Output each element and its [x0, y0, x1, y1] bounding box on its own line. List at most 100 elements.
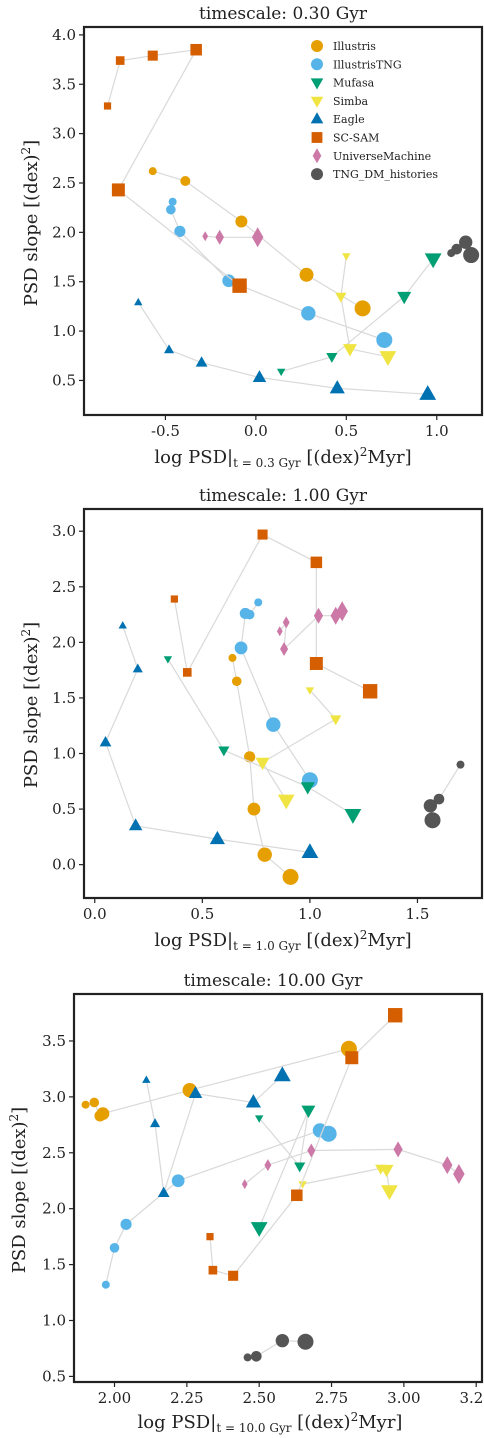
point-illustristng — [254, 598, 263, 607]
legend-label-sc-sam: SC-SAM — [333, 132, 379, 145]
point-mufasa — [300, 782, 315, 795]
point-eagle — [195, 356, 208, 367]
x-tick-label: 0.5 — [190, 905, 214, 923]
series-line-illustristng — [170, 201, 385, 341]
series-line-sc-sam — [209, 1014, 396, 1277]
point-illustris — [231, 676, 242, 687]
x-tick-label: 1.0 — [425, 422, 449, 440]
point-universemachine — [280, 642, 289, 657]
point-simba — [381, 1185, 398, 1200]
point-illustristng — [222, 274, 236, 288]
point-illustristng — [166, 204, 176, 215]
legend-item-simba: Simba — [310, 95, 369, 108]
point-mufasa — [326, 353, 338, 363]
legend-item-illustris: Illustris — [311, 40, 376, 53]
panel-3-title: timescale: 10.00 Gyr — [184, 971, 364, 991]
point-eagle — [252, 370, 267, 382]
point-mufasa — [344, 809, 362, 824]
point-simba — [379, 351, 397, 366]
legend-label-mufasa: Mufasa — [333, 77, 375, 90]
legend-item-tng-dm-histories: TNG_DM_histories — [311, 168, 438, 181]
series-line-universemachine — [205, 235, 258, 238]
series-line-eagle — [137, 302, 428, 395]
point-sc-sam — [147, 50, 158, 61]
point-illustristng — [239, 607, 251, 620]
legend-marker-universemachine — [312, 148, 322, 164]
point-universemachine — [276, 626, 283, 637]
series-line-illustristng — [105, 1129, 329, 1285]
series-line-sc-sam — [106, 48, 240, 287]
point-sc-sam — [291, 1189, 303, 1202]
panel-3-xlabel: log PSD|t = 10.0 Gyr [(dex)2Myr] — [138, 1410, 403, 1435]
point-illustristng — [174, 225, 186, 237]
panel-3-ylabel: PSD slope [(dex)2] — [7, 1107, 30, 1273]
series-line-mufasa — [167, 658, 354, 816]
legend-marker-sc-sam — [311, 132, 323, 143]
x-tick-label: 0.0 — [83, 905, 107, 923]
point-universemachine — [264, 1159, 272, 1172]
point-illustris — [235, 215, 248, 228]
point-mufasa — [294, 1162, 306, 1173]
point-mufasa — [218, 746, 230, 757]
point-tng-dm-histories — [424, 812, 441, 829]
series-line-mufasa — [281, 258, 434, 373]
series-line-universemachine — [244, 1148, 460, 1185]
legend-marker-mufasa — [310, 78, 324, 90]
x-tick-label: 2.25 — [170, 1389, 203, 1407]
point-simba — [330, 715, 342, 726]
plot-frame — [72, 992, 484, 1384]
panel-1-xlabel: log PSD|t = 0.3 Gyr [(dex)2Myr] — [154, 445, 411, 470]
legend-marker-tng-dm-histories — [311, 168, 323, 181]
legend-label-illustris: Illustris — [333, 40, 376, 53]
panel-1: timescale: 0.30 Gyr -0.5 0.0 0.5 1.0 0.5 1.0 1… — [19, 4, 484, 470]
point-eagle — [118, 621, 127, 629]
point-eagle — [329, 380, 345, 394]
point-illustristng — [120, 1218, 132, 1230]
series-line-eagle — [145, 1075, 283, 1194]
panel-3: timescale: 10.00 Gyr 2.00 2.25 2.50 2.75 3.0… — [7, 971, 484, 1435]
point-illustristng — [168, 197, 177, 206]
point-sc-sam — [228, 1270, 239, 1281]
point-sc-sam — [310, 556, 323, 569]
y-tick-label: 2.5 — [42, 1144, 66, 1162]
point-eagle — [188, 1086, 203, 1098]
point-tng-dm-histories — [433, 793, 445, 805]
point-illustristng — [234, 641, 248, 655]
point-mufasa — [250, 1222, 268, 1237]
y-tick-label: 4.0 — [52, 26, 76, 44]
point-illustris — [180, 176, 191, 187]
point-sc-sam — [362, 684, 378, 699]
y-tick-label: 1.0 — [42, 1312, 66, 1330]
point-sc-sam — [309, 657, 323, 670]
point-illustristng — [101, 1280, 110, 1289]
point-universemachine — [453, 1164, 465, 1185]
point-illustristng — [376, 331, 393, 348]
legend-item-universemachine: UniverseMachine — [312, 148, 431, 164]
y-tick-label: 1.5 — [52, 273, 76, 291]
point-eagle — [419, 385, 437, 400]
point-illustris — [148, 167, 157, 176]
legend-label-illustristng: IllustrisTNG — [333, 58, 402, 71]
panel-2-ylabel: PSD slope [(dex)2] — [19, 622, 42, 788]
y-tick-label: 2.0 — [52, 223, 76, 241]
series-line-tng-dm-histories — [429, 764, 462, 821]
point-simba — [298, 1181, 307, 1189]
point-illustris — [354, 300, 371, 317]
point-sc-sam — [170, 595, 178, 603]
point-universemachine — [393, 1141, 403, 1158]
point-illustris — [282, 868, 299, 885]
point-illustris — [96, 1107, 110, 1121]
point-universemachine — [313, 607, 324, 624]
x-tick-label: 3.25 — [460, 1389, 484, 1407]
point-universemachine — [251, 227, 264, 248]
x-tick-label: 2.50 — [242, 1389, 275, 1407]
point-simba — [335, 292, 347, 303]
y-tick-label: 3.5 — [52, 75, 76, 93]
point-simba — [342, 253, 351, 261]
y-tick-label: 3.5 — [42, 1032, 66, 1050]
point-eagle — [132, 663, 143, 673]
legend-marker-simba — [310, 96, 324, 108]
point-eagle — [128, 818, 143, 831]
series-line-simba — [261, 689, 337, 801]
